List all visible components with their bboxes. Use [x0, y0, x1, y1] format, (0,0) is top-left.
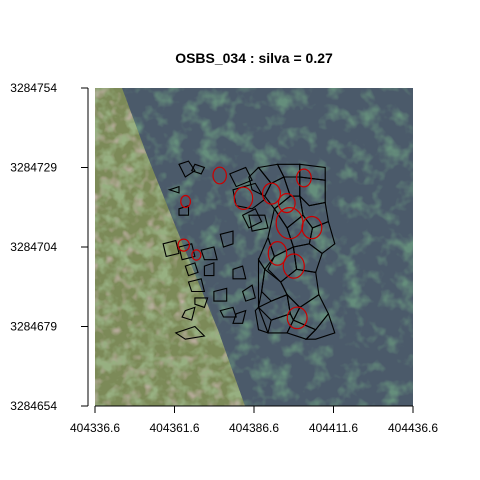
predicted-crown-23 [248, 214, 269, 232]
predicted-crown-13 [219, 306, 237, 318]
predicted-crown-20 [229, 166, 253, 188]
field-crown-11 [177, 238, 190, 252]
predicted-crown-48 [254, 306, 269, 334]
field-crown-8 [267, 240, 288, 266]
field-crown-7 [301, 215, 323, 240]
field-crown-13 [286, 306, 308, 330]
x-tick-label: 404436.6 [388, 421, 438, 435]
predicted-crown-2 [190, 163, 206, 175]
predicted-crown-1 [178, 160, 196, 178]
predicted-crown-15 [232, 265, 247, 280]
x-tick-label: 404411.6 [309, 421, 358, 435]
predicted-crown-8 [187, 278, 206, 293]
predicted-crown-12 [213, 287, 228, 302]
y-tick-label: 3284654 [10, 399, 57, 413]
predicted-crown-6 [178, 243, 196, 261]
predicted-crown-3 [167, 185, 180, 194]
field-crown-2 [233, 186, 254, 210]
predicted-crown-7 [184, 262, 199, 277]
predicted-crown-11 [194, 297, 209, 309]
field-crown-1 [212, 166, 227, 185]
field-crown-3 [262, 182, 282, 205]
field-crown-12 [191, 249, 202, 261]
field-crown-5 [277, 193, 296, 214]
predicted-crown-33 [308, 220, 336, 255]
predicted-crown-14 [241, 284, 256, 302]
y-tick-label: 3284754 [10, 81, 57, 95]
chart-title: OSBS_034 : silva = 0.27 [175, 50, 333, 66]
field-crown-9 [282, 253, 305, 279]
x-tick-label: 404336.6 [70, 421, 120, 435]
predicted-crown-9 [203, 262, 215, 277]
predicted-crown-37 [292, 243, 323, 274]
predicted-crown-47 [232, 309, 247, 324]
x-tick-label: 404386.6 [229, 421, 279, 435]
field-crown-4 [296, 168, 312, 188]
predicted-crown-4 [178, 204, 190, 216]
predicted-crown-5 [162, 239, 180, 258]
axes: 404336.6 404361.6 404386.6 404411.6 404436.6… [10, 81, 438, 435]
field-crown-10 [180, 194, 192, 209]
y-tick-label: 3284704 [10, 240, 57, 254]
predicted-crown-17 [174, 325, 206, 340]
image-bright-strip-veg [95, 88, 245, 406]
predicted-crown-46 [304, 312, 336, 340]
aerial-image [95, 88, 413, 406]
predicted-crown-18 [219, 230, 234, 248]
y-tick-label: 3284729 [10, 161, 57, 175]
field-crowns [177, 166, 323, 330]
x-tick-label: 404361.6 [149, 421, 199, 435]
predicted-crown-10 [200, 246, 218, 261]
predicted-crown-16 [181, 306, 196, 321]
predicted-crown-19 [241, 208, 263, 229]
y-tick-label: 3284679 [10, 320, 57, 334]
predicted-crowns [162, 160, 336, 340]
